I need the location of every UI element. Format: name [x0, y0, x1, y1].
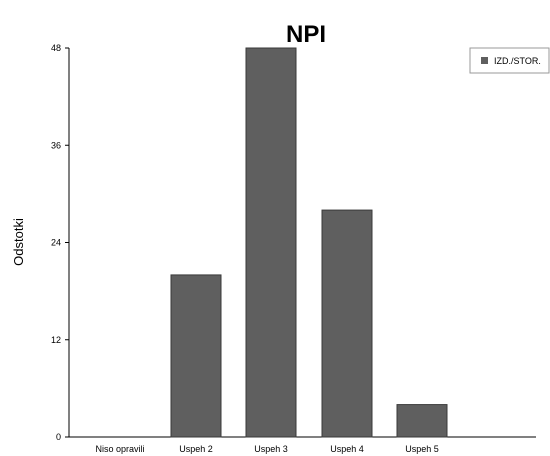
legend: IZD./STOR. [469, 47, 550, 74]
y-tick-label: 0 [56, 432, 61, 442]
bar-uspeh-5 [396, 404, 448, 438]
bar-uspeh-3 [245, 47, 297, 438]
legend-label: IZD./STOR. [494, 56, 541, 66]
y-tick-label: 12 [51, 335, 61, 345]
x-tick-label: Niso opravili [95, 444, 144, 454]
y-tick-label: 48 [51, 43, 61, 53]
chart-title: NPI [286, 21, 326, 48]
y-tick-label: 36 [51, 140, 61, 150]
x-tick-label: Uspeh 4 [330, 444, 364, 454]
y-axis-label: Odstotki [11, 218, 26, 266]
x-tick-label: Uspeh 5 [405, 444, 439, 454]
legend-swatch [481, 57, 488, 64]
bar-uspeh-4 [321, 209, 373, 438]
y-axis-ticks: 0 12 24 36 48 [51, 43, 69, 442]
bars [170, 47, 448, 438]
bar-uspeh-2 [170, 274, 222, 438]
legend-box [469, 47, 550, 74]
y-tick-label: 24 [51, 238, 61, 248]
x-tick-label: Uspeh 2 [179, 444, 213, 454]
x-tick-label: Uspeh 3 [254, 444, 288, 454]
x-axis-labels: Niso opravili Uspeh 2 Uspeh 3 Uspeh 4 Uspeh … [95, 444, 438, 454]
